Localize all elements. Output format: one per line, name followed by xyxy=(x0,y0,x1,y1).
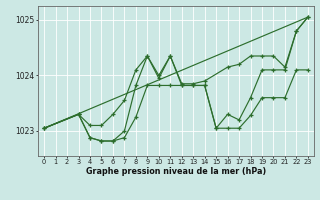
X-axis label: Graphe pression niveau de la mer (hPa): Graphe pression niveau de la mer (hPa) xyxy=(86,167,266,176)
